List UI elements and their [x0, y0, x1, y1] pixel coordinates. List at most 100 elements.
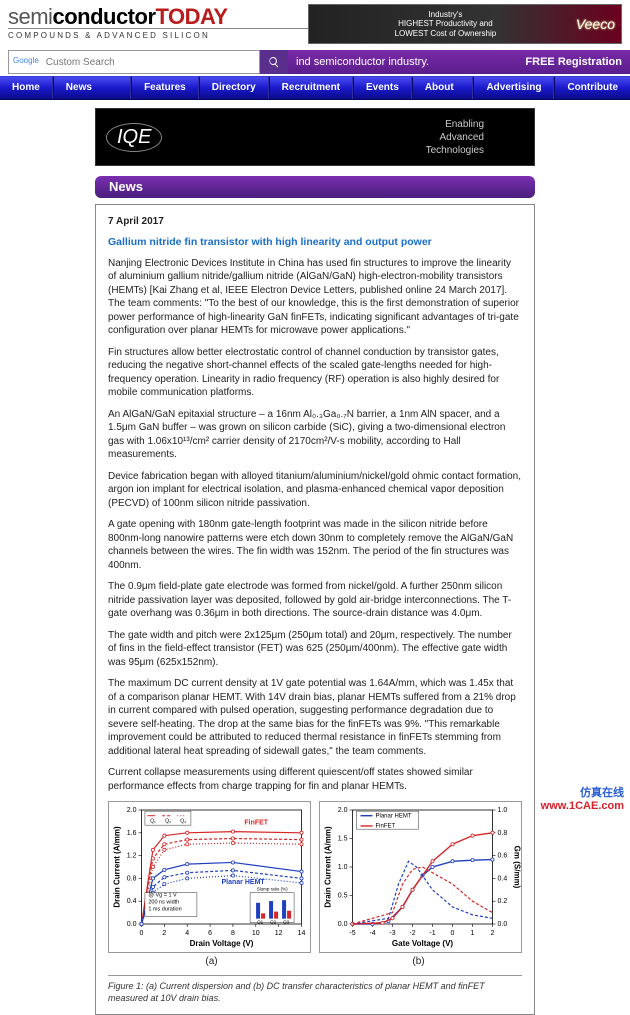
nav-features[interactable]: Features: [131, 77, 199, 99]
svg-text:Q3: Q3: [283, 920, 290, 925]
para: Fin structures allow better electrostati…: [108, 346, 522, 400]
chart-b: -5-4-3-2-10120.00.51.01.52.00.00.20.40.6…: [319, 801, 522, 953]
figure-1: 024681012140.00.40.81.21.62.0Drain Volta…: [108, 801, 522, 953]
top-banner-ad[interactable]: Industry's HIGHEST Productivity and LOWE…: [308, 4, 622, 44]
para: The maximum DC current density at 1V gat…: [108, 677, 522, 758]
svg-text:2.0: 2.0: [127, 807, 137, 814]
svg-text:1.0: 1.0: [338, 864, 348, 871]
svg-text:Drain Current (A/mm): Drain Current (A/mm): [113, 826, 122, 908]
svg-text:Q₃: Q₃: [180, 819, 186, 825]
para: Device fabrication began with alloyed ti…: [108, 470, 522, 511]
section-header-news: News: [95, 176, 535, 198]
svg-text:1: 1: [471, 930, 475, 937]
svg-text:Q2: Q2: [270, 920, 277, 925]
svg-text:Q₁: Q₁: [150, 819, 156, 825]
search-box[interactable]: Google: [8, 50, 260, 74]
svg-text:Q1: Q1: [257, 920, 264, 925]
svg-text:Gm (S/mm): Gm (S/mm): [513, 846, 522, 889]
utility-bar: Google ind semiconductor industry. FREE …: [0, 50, 630, 74]
svg-text:0: 0: [140, 930, 144, 937]
svg-text:FinFET: FinFET: [244, 819, 268, 826]
svg-text:1.2: 1.2: [127, 853, 137, 860]
svg-text:200 ns width: 200 ns width: [148, 900, 179, 906]
svg-text:2: 2: [162, 930, 166, 937]
svg-text:Drain Current (A/mm): Drain Current (A/mm): [324, 826, 333, 908]
tagline-bar: ind semiconductor industry. FREE Registr…: [288, 50, 630, 74]
free-registration-link[interactable]: FREE Registration: [525, 56, 622, 68]
svg-text:1.0: 1.0: [498, 807, 508, 814]
subplot-labels: (a) (b): [108, 953, 522, 971]
nav-recruitment[interactable]: Recruitment: [269, 77, 353, 99]
svg-text:0.0: 0.0: [498, 921, 508, 928]
ad-brand: Veeco: [576, 16, 615, 32]
svg-text:-4: -4: [369, 930, 375, 937]
search-input[interactable]: [42, 51, 259, 73]
logo-word1: semi: [8, 4, 52, 29]
figure-caption: Figure 1: (a) Current dispersion and (b)…: [108, 975, 522, 1004]
article-date: 7 April 2017: [108, 215, 522, 229]
svg-text:Slump ratio (%): Slump ratio (%): [257, 887, 289, 892]
svg-text:4: 4: [185, 930, 189, 937]
svg-text:Gate Voltage (V): Gate Voltage (V): [392, 939, 454, 948]
svg-text:0.2: 0.2: [498, 898, 508, 905]
para: An AlGaN/GaN epitaxial structure – a 16n…: [108, 408, 522, 462]
nav-advertising[interactable]: Advertising: [473, 77, 554, 99]
svg-text:Planar HEMT: Planar HEMT: [376, 814, 412, 820]
para: The gate width and pitch were 2x125μm (2…: [108, 629, 522, 670]
para: Current collapse measurements using diff…: [108, 766, 522, 793]
svg-text:0: 0: [451, 930, 455, 937]
chart-a: 024681012140.00.40.81.21.62.0Drain Volta…: [108, 801, 311, 953]
svg-text:@ Vg = 1 V: @ Vg = 1 V: [148, 893, 177, 899]
para: The 0.9μm field-plate gate electrode was…: [108, 580, 522, 621]
ad-text: Industry's HIGHEST Productivity and LOWE…: [315, 10, 576, 39]
svg-text:-5: -5: [349, 930, 355, 937]
svg-text:12: 12: [275, 930, 283, 937]
logo-word3: TODAY: [156, 4, 228, 29]
main-nav: Home News Archive Features Directory Rec…: [0, 76, 630, 100]
svg-text:6: 6: [208, 930, 212, 937]
svg-text:0.8: 0.8: [127, 876, 137, 883]
search-button[interactable]: [260, 50, 288, 74]
svg-text:1 ms duration: 1 ms duration: [148, 907, 181, 913]
mid-banner-ad[interactable]: IQE Enabling Advanced Technologies: [95, 108, 535, 166]
ad-iqe-tagline: Enabling Advanced Technologies: [426, 118, 484, 157]
svg-text:-3: -3: [389, 930, 395, 937]
svg-text:-2: -2: [409, 930, 415, 937]
ad-iqe-logo: IQE: [106, 123, 162, 152]
nav-about[interactable]: About Us: [412, 77, 474, 99]
svg-text:0.0: 0.0: [127, 921, 137, 928]
svg-text:FinFET: FinFET: [376, 824, 396, 830]
svg-text:0.5: 0.5: [338, 893, 348, 900]
svg-text:Drain Voltage (V): Drain Voltage (V): [190, 939, 254, 948]
svg-text:2.0: 2.0: [338, 807, 348, 814]
subplot-label-b: (b): [315, 953, 522, 971]
svg-text:2: 2: [491, 930, 495, 937]
svg-text:10: 10: [252, 930, 260, 937]
svg-text:1.6: 1.6: [127, 830, 137, 837]
svg-text:8: 8: [231, 930, 235, 937]
article-title[interactable]: Gallium nitride fin transistor with high…: [108, 235, 522, 249]
svg-text:Planar HEMT: Planar HEMT: [222, 879, 266, 886]
nav-contribute[interactable]: Contribute: [554, 77, 630, 99]
site-logo[interactable]: semiconductorTODAY COMPOUNDS & ADVANCED …: [8, 4, 308, 40]
svg-text:0.4: 0.4: [498, 876, 508, 883]
svg-text:0.0: 0.0: [338, 921, 348, 928]
svg-text:Q₂: Q₂: [165, 819, 171, 825]
para: A gate opening with 180nm gate-length fo…: [108, 518, 522, 572]
google-icon: Google: [9, 51, 42, 73]
nav-directory[interactable]: Directory: [199, 77, 269, 99]
tagline-text: ind semiconductor industry.: [296, 56, 429, 68]
svg-text:0.6: 0.6: [498, 853, 508, 860]
search-icon: [268, 56, 280, 68]
nav-home[interactable]: Home: [0, 77, 53, 99]
nav-news-archive[interactable]: News Archive: [53, 77, 131, 99]
nav-events[interactable]: Events: [353, 77, 412, 99]
svg-text:1.5: 1.5: [338, 836, 348, 843]
svg-text:0.8: 0.8: [498, 830, 508, 837]
logo-word2: conductor: [52, 4, 155, 29]
article: 7 April 2017 Gallium nitride fin transis…: [95, 204, 535, 1015]
svg-text:14: 14: [298, 930, 306, 937]
page-body: IQE Enabling Advanced Technologies News …: [0, 100, 630, 1015]
svg-text:-1: -1: [429, 930, 435, 937]
para: Nanjing Electronic Devices Institute in …: [108, 257, 522, 338]
